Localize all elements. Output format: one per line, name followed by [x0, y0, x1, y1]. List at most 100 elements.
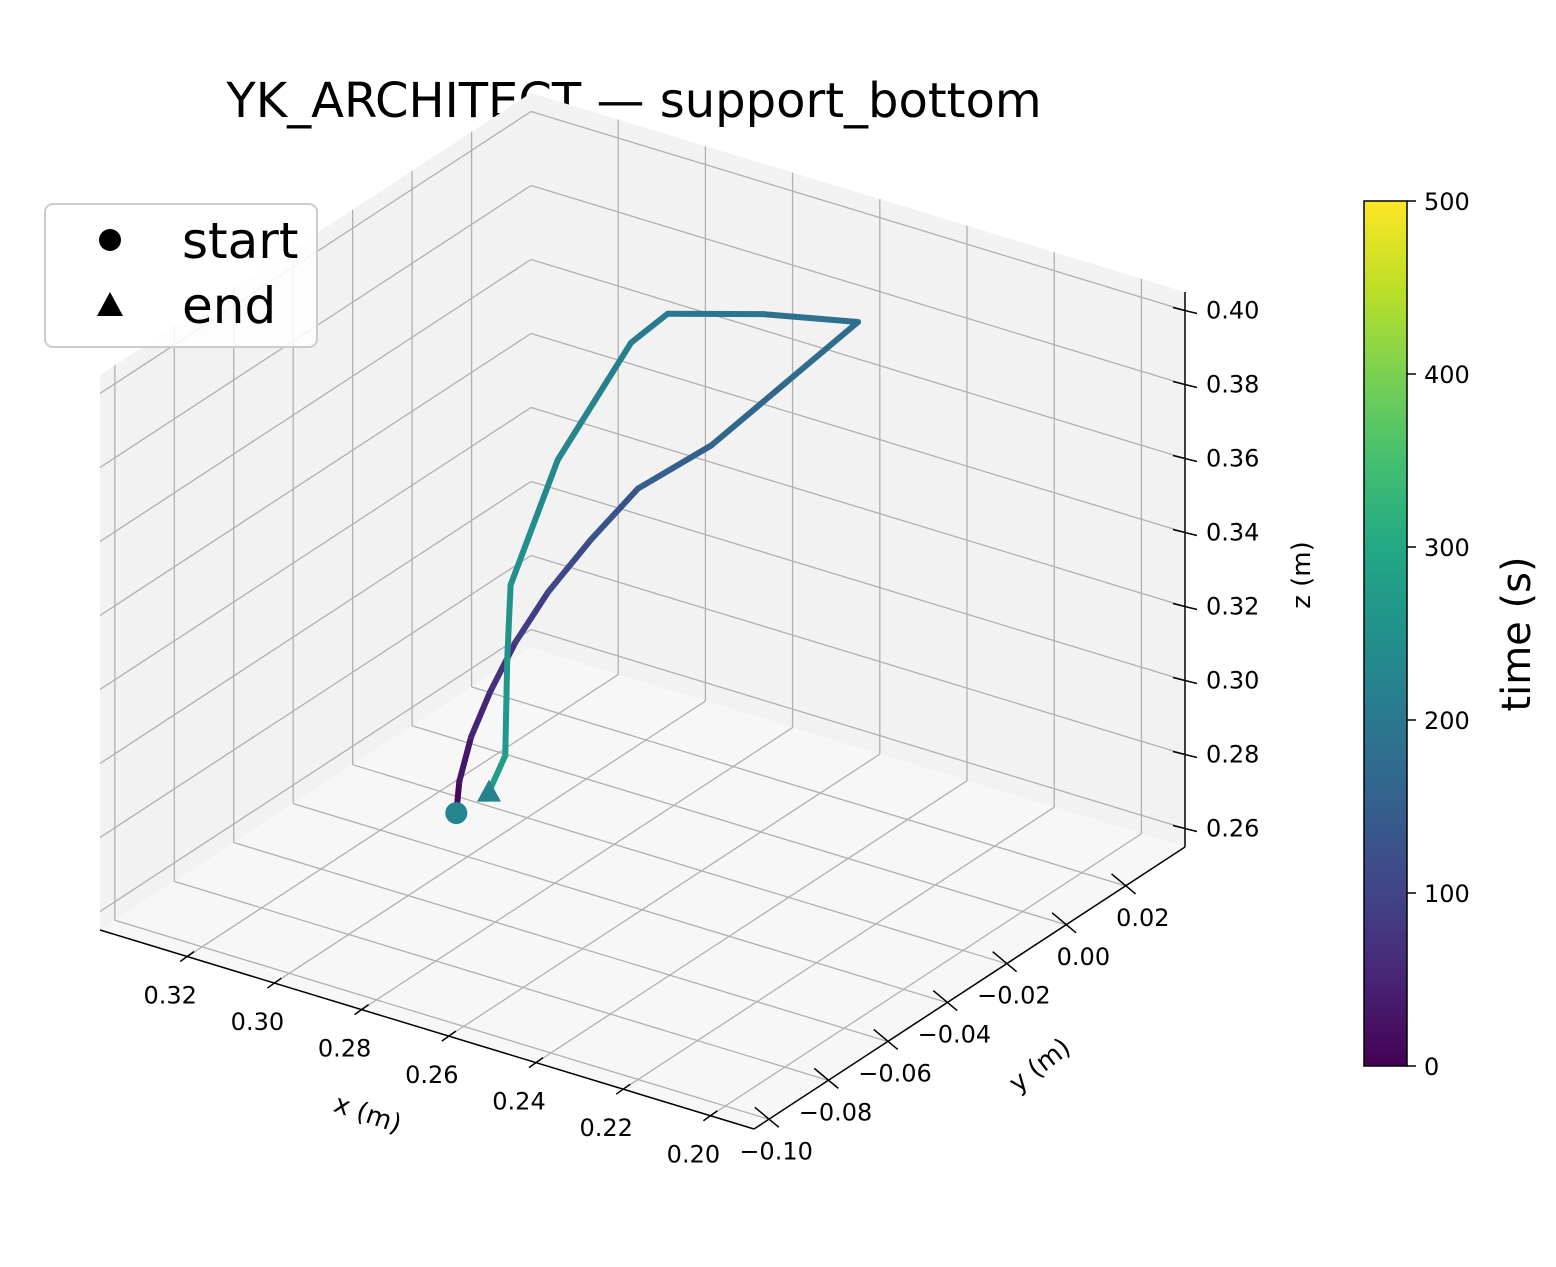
grid-line-z-xwall [99, 480, 532, 765]
y-tick-label: −0.02 [977, 982, 1051, 1010]
trajectory-segment [531, 456, 561, 526]
colorbar-tick-label: 400 [1424, 361, 1470, 389]
y-tick [1111, 873, 1137, 895]
x-axis-line [99, 929, 755, 1130]
x-tick-label: 0.24 [492, 1088, 545, 1116]
colorbar-tick-label: 200 [1424, 707, 1470, 735]
z-tick-label: 0.28 [1206, 741, 1259, 769]
grid-line-z-xwall [99, 332, 532, 617]
x-axis-label: x (m) [330, 1089, 405, 1140]
pane-y-wall [531, 93, 1185, 847]
trajectory-segment [635, 442, 715, 492]
grid-line-z-ywall [530, 110, 1186, 312]
colorbar-tick-label: 100 [1424, 880, 1470, 908]
tick-marks [179, 306, 1198, 1128]
z-tick [1172, 602, 1198, 611]
x-tick [441, 1030, 457, 1042]
grid-line-x-floor [535, 780, 968, 1064]
trajectory-segment [456, 733, 475, 785]
grid-line-y-floor [293, 802, 948, 1004]
grid-line-z-ywall [530, 258, 1186, 460]
grid-line-z-ywall [530, 406, 1186, 608]
y-tick [992, 951, 1018, 973]
grid-line-x-floor [710, 833, 1142, 1117]
y-tick [873, 1028, 899, 1051]
trajectory-segment [554, 398, 598, 463]
z-tick [1172, 528, 1198, 537]
x-tick-label: 0.20 [667, 1141, 720, 1169]
trajectory-segment [468, 688, 494, 740]
grid-line-y-floor [352, 764, 1007, 965]
x-tick-label: 0.26 [405, 1061, 458, 1089]
z-tick [1172, 824, 1198, 833]
grid-line-x-floor [186, 673, 619, 958]
z-tick [1172, 676, 1198, 685]
x-tick-label: 0.30 [231, 1008, 284, 1036]
trajectory-segment [591, 339, 635, 405]
tick-labels: 0.20 0.22 0.24 0.26 0.28 0.30 0.32 −0.10 −0.08 −0… [143, 297, 1259, 1169]
grid-line-z-ywall [530, 480, 1186, 682]
grid-line-x-floor [274, 700, 706, 984]
z-tick-label: 0.38 [1206, 371, 1259, 399]
trajectory-markers [445, 779, 502, 825]
y-tick [754, 1106, 780, 1128]
axes-panes [100, 93, 1185, 1129]
x-tick [354, 1003, 370, 1016]
trajectory-segment [504, 582, 514, 663]
legend-start-label: start [182, 212, 298, 270]
grid-line-z-xwall [99, 628, 532, 913]
x-tick-label: 0.22 [579, 1114, 632, 1142]
colorbar: 0 100 200 300 400 500 time (s) [1363, 188, 1540, 1081]
y-tick-label: −0.04 [918, 1021, 992, 1049]
trajectory-segment [507, 519, 538, 589]
x-tick-label: 0.32 [143, 982, 196, 1010]
z-tick-label: 0.34 [1206, 519, 1259, 547]
colorbar-label: time (s) [1494, 556, 1540, 711]
legend: start end [44, 203, 318, 348]
trajectory-segment [708, 380, 788, 449]
grid-line-z-ywall [530, 184, 1186, 386]
x-tick [528, 1057, 544, 1069]
y-tick-label: −0.10 [739, 1137, 813, 1165]
x-tick [615, 1083, 631, 1095]
grid-line-z-ywall [530, 332, 1186, 534]
z-tick-label: 0.26 [1206, 815, 1259, 843]
y-axis-label: y (m) [1004, 1033, 1077, 1099]
grid-line-z-xwall [99, 258, 532, 543]
colorbar-tick-label: 0 [1424, 1053, 1439, 1081]
legend-start-marker [99, 229, 121, 251]
z-tick [1172, 306, 1198, 315]
trajectory-line [453, 310, 861, 817]
trajectory-segment [545, 536, 594, 596]
chart-title: YK_ARCHITECT — support_bottom [225, 73, 1041, 129]
z-tick-label: 0.30 [1206, 667, 1259, 695]
y-tick [932, 990, 958, 1012]
legend-end-label: end [182, 277, 276, 335]
trajectory-segment [759, 311, 861, 325]
grid-line-z-xwall [99, 554, 532, 839]
trajectory-segment [781, 319, 861, 387]
y-tick-label: 0.02 [1116, 904, 1169, 932]
grid-line-x-floor [448, 753, 881, 1037]
grid-line-z-xwall [99, 406, 532, 691]
trajectory-segment [628, 310, 671, 346]
trajectory-segment [502, 656, 511, 759]
z-tick [1172, 750, 1198, 759]
trajectory-segment [487, 639, 519, 695]
colorbar-tick-label: 500 [1424, 188, 1470, 216]
legend-end-marker [97, 292, 123, 316]
x-tick [179, 950, 195, 963]
pane-floor [100, 648, 1185, 1129]
z-tick-label: 0.32 [1206, 593, 1259, 621]
pane-x-wall [100, 93, 531, 930]
grid-line-z-ywall [530, 554, 1186, 756]
z-tick [1172, 454, 1198, 463]
end-marker [477, 779, 502, 802]
z-tick-label: 0.40 [1206, 297, 1259, 325]
colorbar-tick-label: 300 [1424, 534, 1470, 562]
grid-line-x-floor [622, 806, 1055, 1090]
start-marker [445, 802, 468, 825]
grid-line-y-floor [114, 919, 770, 1120]
grid-line-y-floor [411, 725, 1067, 926]
